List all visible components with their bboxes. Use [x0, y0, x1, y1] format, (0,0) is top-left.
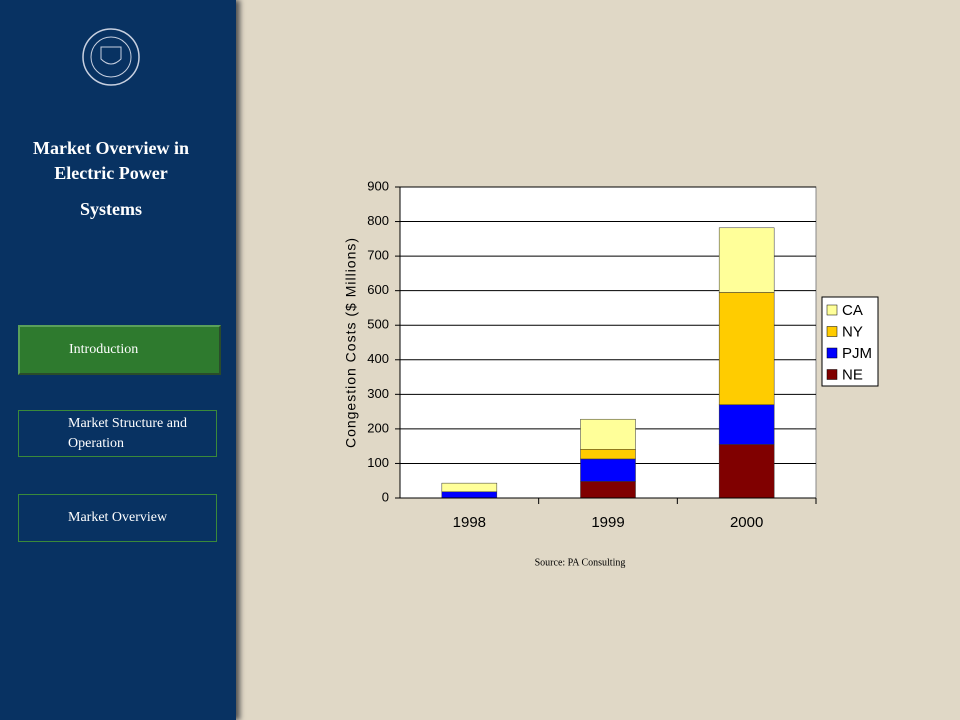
legend-label: NE — [842, 366, 863, 383]
legend-label: PJM — [842, 345, 872, 362]
bar-segment — [580, 418, 636, 450]
legend-swatch — [826, 347, 838, 359]
y-tick-label: 300 — [367, 386, 389, 401]
y-tick-label: 800 — [367, 213, 389, 228]
y-tick-label: 900 — [367, 178, 389, 193]
sidebar-title: Systems — [80, 199, 142, 219]
legend-swatch — [826, 304, 838, 316]
logo — [82, 28, 140, 86]
legend-swatch — [826, 326, 838, 337]
y-tick-label: 400 — [367, 351, 389, 366]
sidebar-title: Electric Power — [54, 163, 168, 183]
nav-button[interactable]: Market Overview — [18, 494, 217, 542]
bar-segment — [441, 482, 498, 493]
bar-segment — [441, 491, 498, 499]
bar-segment — [718, 444, 775, 499]
legend-label: CA — [842, 302, 863, 319]
x-tick-label: 2000 — [730, 514, 763, 531]
y-tick-label: 100 — [367, 455, 389, 470]
y-tick-label: 700 — [367, 248, 389, 263]
x-tick-label: 1998 — [453, 514, 486, 531]
legend-swatch — [826, 369, 838, 380]
bar-segment — [580, 458, 636, 482]
source-note: Source: PA Consulting — [535, 557, 626, 568]
y-tick-label: 200 — [367, 420, 389, 435]
bar-segment — [580, 481, 636, 499]
x-tick-label: 1999 — [591, 514, 624, 531]
y-tick-label: 0 — [382, 489, 389, 504]
y-tick-label: 600 — [367, 282, 389, 297]
nav-button[interactable]: Introduction — [18, 325, 221, 375]
nav-button[interactable]: Market Structure and Operation — [18, 410, 217, 457]
bar-segment — [718, 292, 775, 405]
sidebar-title: Market Overview in — [33, 138, 189, 158]
legend-label: NY — [842, 323, 863, 340]
bar-segment — [718, 404, 775, 445]
y-tick-label: 500 — [367, 317, 389, 332]
legend-box — [821, 296, 879, 387]
plot-area — [399, 186, 817, 499]
sidebar: Market Overview in Electric Power System… — [0, 0, 236, 720]
bar-segment — [718, 227, 775, 293]
bar-segment — [580, 449, 636, 460]
y-axis-label: Congestion Costs ($ Millions) — [343, 237, 359, 448]
